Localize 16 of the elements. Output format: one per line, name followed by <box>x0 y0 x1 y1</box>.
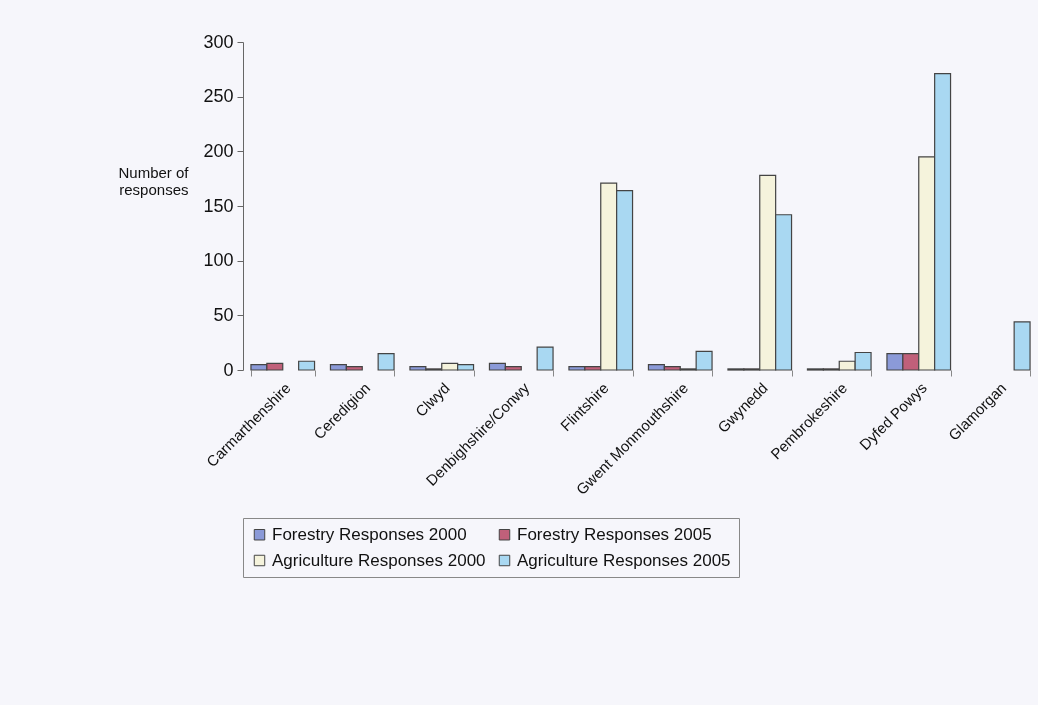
legend-label: Agriculture Responses 2000 <box>272 550 486 570</box>
bar <box>377 353 395 371</box>
legend-label: Forestry Responses 2000 <box>272 524 467 544</box>
y-tick-label: 100 <box>203 250 234 271</box>
bar <box>536 346 554 371</box>
y-tick-label: 200 <box>203 140 234 161</box>
y-tick-label: 0 <box>223 359 234 380</box>
y-tick-label: 50 <box>213 304 234 325</box>
legend-label: Agriculture Responses 2005 <box>517 550 731 570</box>
legend-label: Forestry Responses 2005 <box>517 524 712 544</box>
bar <box>1013 321 1031 371</box>
y-axis-title: Number of responses <box>118 163 190 198</box>
bar <box>298 360 316 371</box>
y-tick-label: 250 <box>203 86 234 107</box>
y-tick-label: 300 <box>203 31 234 52</box>
y-tick-label: 150 <box>203 195 234 216</box>
